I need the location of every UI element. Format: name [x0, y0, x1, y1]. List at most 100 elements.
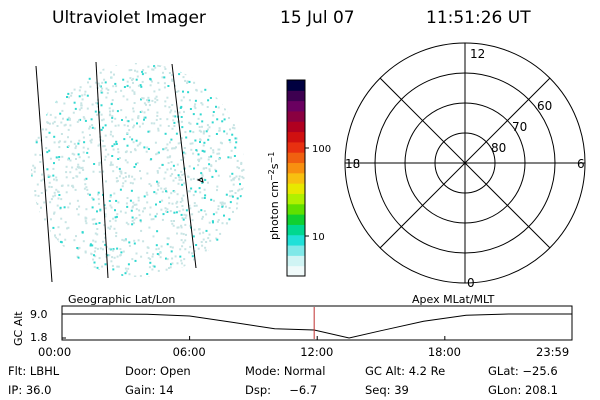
uv-pixel [208, 82, 211, 85]
colorbar-band [287, 90, 305, 102]
uv-pixel [34, 125, 37, 128]
uv-pixel [60, 184, 63, 187]
uv-pixel [205, 229, 208, 232]
uv-pixel [40, 206, 42, 209]
uv-pixel [72, 177, 75, 179]
uv-pixel [37, 219, 40, 222]
uv-pixel [193, 70, 196, 73]
uv-pixel [120, 170, 123, 173]
uv-pixel [241, 220, 243, 223]
uv-pixel [239, 269, 242, 272]
uv-pixel [146, 172, 149, 175]
uv-pixel [158, 88, 161, 91]
uv-pixel [82, 136, 85, 139]
uv-pixel [192, 235, 195, 238]
uv-pixel [91, 206, 94, 209]
uv-pixel [171, 78, 174, 81]
uv-pixel [207, 99, 210, 102]
uv-pixel [33, 210, 35, 213]
uv-pixel [121, 274, 124, 277]
uv-pixel [161, 275, 164, 277]
uv-pixel [126, 197, 129, 199]
uv-pixel [80, 269, 83, 272]
uv-pixel [174, 84, 177, 87]
uv-pixel [93, 218, 96, 221]
uv-pixel [196, 68, 199, 71]
uv-pixel [56, 88, 59, 91]
uv-pixel [104, 236, 107, 239]
uv-pixel [46, 121, 49, 124]
uv-pixel [155, 153, 158, 156]
uv-pixel [222, 247, 225, 250]
uv-pixel [114, 90, 117, 93]
uv-pixel [96, 210, 98, 213]
spacecraft-marker-icon [196, 177, 204, 183]
uv-pixel [133, 242, 136, 245]
uv-pixel [84, 119, 87, 122]
uv-pixel [171, 257, 174, 260]
uv-pixel [193, 81, 196, 84]
uv-pixel [91, 272, 93, 275]
uv-pixel [113, 192, 116, 195]
uv-pixel [86, 72, 89, 75]
uv-pixel [130, 189, 133, 192]
uv-pixel [64, 270, 67, 273]
uv-pixel [189, 224, 192, 227]
uv-pixel [156, 253, 159, 255]
uv-pixel [45, 136, 48, 139]
uv-pixel [113, 256, 116, 259]
uv-pixel [192, 113, 195, 116]
uv-pixel [146, 201, 149, 204]
uv-pixel [173, 147, 176, 150]
uv-pixel [90, 118, 93, 121]
uv-pixel [110, 71, 113, 74]
uv-pixel [90, 138, 93, 141]
uv-pixel [31, 84, 33, 87]
uv-pixel [152, 264, 155, 267]
uv-pixel [235, 240, 238, 243]
uv-pixel [41, 106, 44, 108]
uv-pixel [48, 74, 51, 77]
uv-pixel [186, 80, 189, 83]
strip-ytick-label: 1.8 [30, 331, 48, 344]
uv-pixel [112, 248, 115, 251]
uv-pixel [235, 137, 238, 140]
uv-pixel [224, 90, 227, 93]
uv-pixel [141, 70, 144, 73]
uv-pixel [68, 80, 71, 83]
uv-pixel [143, 195, 146, 198]
uv-pixel [215, 160, 217, 163]
uv-pixel [108, 200, 111, 202]
uv-pixel [88, 193, 91, 196]
uv-pixel [194, 99, 197, 102]
uv-pixel [195, 244, 198, 246]
uv-pixel [156, 170, 159, 172]
uv-pixel [205, 275, 208, 277]
left-panel-caption: Geographic Lat/Lon [68, 293, 175, 306]
uv-pixel [107, 226, 110, 229]
uv-pixel [41, 128, 44, 131]
uv-pixel [211, 220, 214, 223]
uv-pixel [119, 254, 122, 257]
uv-pixel [91, 244, 94, 247]
uv-pixel [144, 207, 146, 210]
uv-pixel [227, 110, 230, 113]
uv-pixel [184, 239, 187, 242]
colorbar-band [287, 162, 305, 174]
uv-pixel [217, 258, 220, 261]
uv-pixel [236, 245, 239, 247]
uv-pixel [89, 139, 92, 142]
uv-pixel [102, 118, 105, 121]
uv-pixel [148, 266, 151, 269]
uv-pixel [152, 253, 155, 256]
uv-pixel [169, 174, 172, 177]
uv-pixel [212, 111, 215, 113]
uv-pixel [217, 68, 219, 71]
uv-pixel [102, 126, 104, 129]
uv-pixel [174, 177, 177, 179]
uv-pixel [201, 197, 204, 200]
uv-pixel [188, 204, 191, 207]
uv-pixel [144, 72, 147, 74]
uv-pixel [105, 87, 108, 90]
uv-pixel [159, 256, 162, 259]
